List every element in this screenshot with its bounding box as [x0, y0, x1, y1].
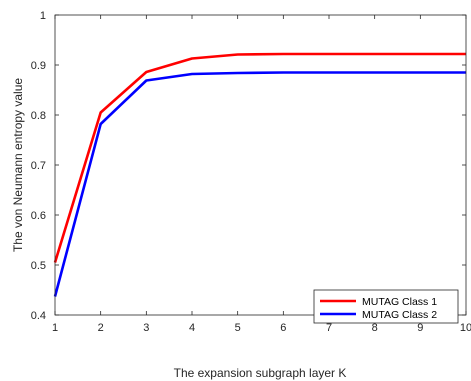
y-tick-label: 0.6 [31, 210, 46, 222]
x-tick-label: 2 [98, 322, 104, 334]
x-tick-label: 8 [372, 322, 378, 334]
y-tick-label: 1 [40, 10, 46, 22]
series-layer [53, 52, 466, 297]
x-tick-label: 7 [326, 322, 332, 334]
x-axis-label: The expansion subgraph layer K [174, 366, 347, 380]
y-tick-label: 0.9 [31, 60, 46, 72]
x-tick-label: 1 [52, 322, 58, 334]
x-tick-label: 4 [189, 322, 195, 334]
y-axis-label: The von Neumann entropy value [11, 78, 25, 252]
y-tick-label: 0.8 [31, 110, 46, 122]
legend-box [313, 289, 459, 324]
x-tick-label: 3 [143, 322, 149, 334]
legend-label-1: MUTAG Class 1 [362, 296, 437, 308]
legend-label-2: MUTAG Class 2 [362, 309, 437, 321]
y-tick-label: 0.4 [31, 310, 46, 322]
x-tick-label: 5 [235, 322, 241, 334]
y-tick-label: 0.7 [31, 160, 46, 172]
y-tick-label: 0.5 [31, 260, 46, 272]
x-tick-label: 6 [280, 322, 286, 334]
x-tick-label: 10 [460, 322, 471, 334]
series-line-1 [53, 52, 466, 263]
plot-frame [54, 14, 467, 316]
plot-area [55, 15, 466, 315]
series-line-2 [53, 71, 466, 297]
x-tick-label: 9 [417, 322, 423, 334]
